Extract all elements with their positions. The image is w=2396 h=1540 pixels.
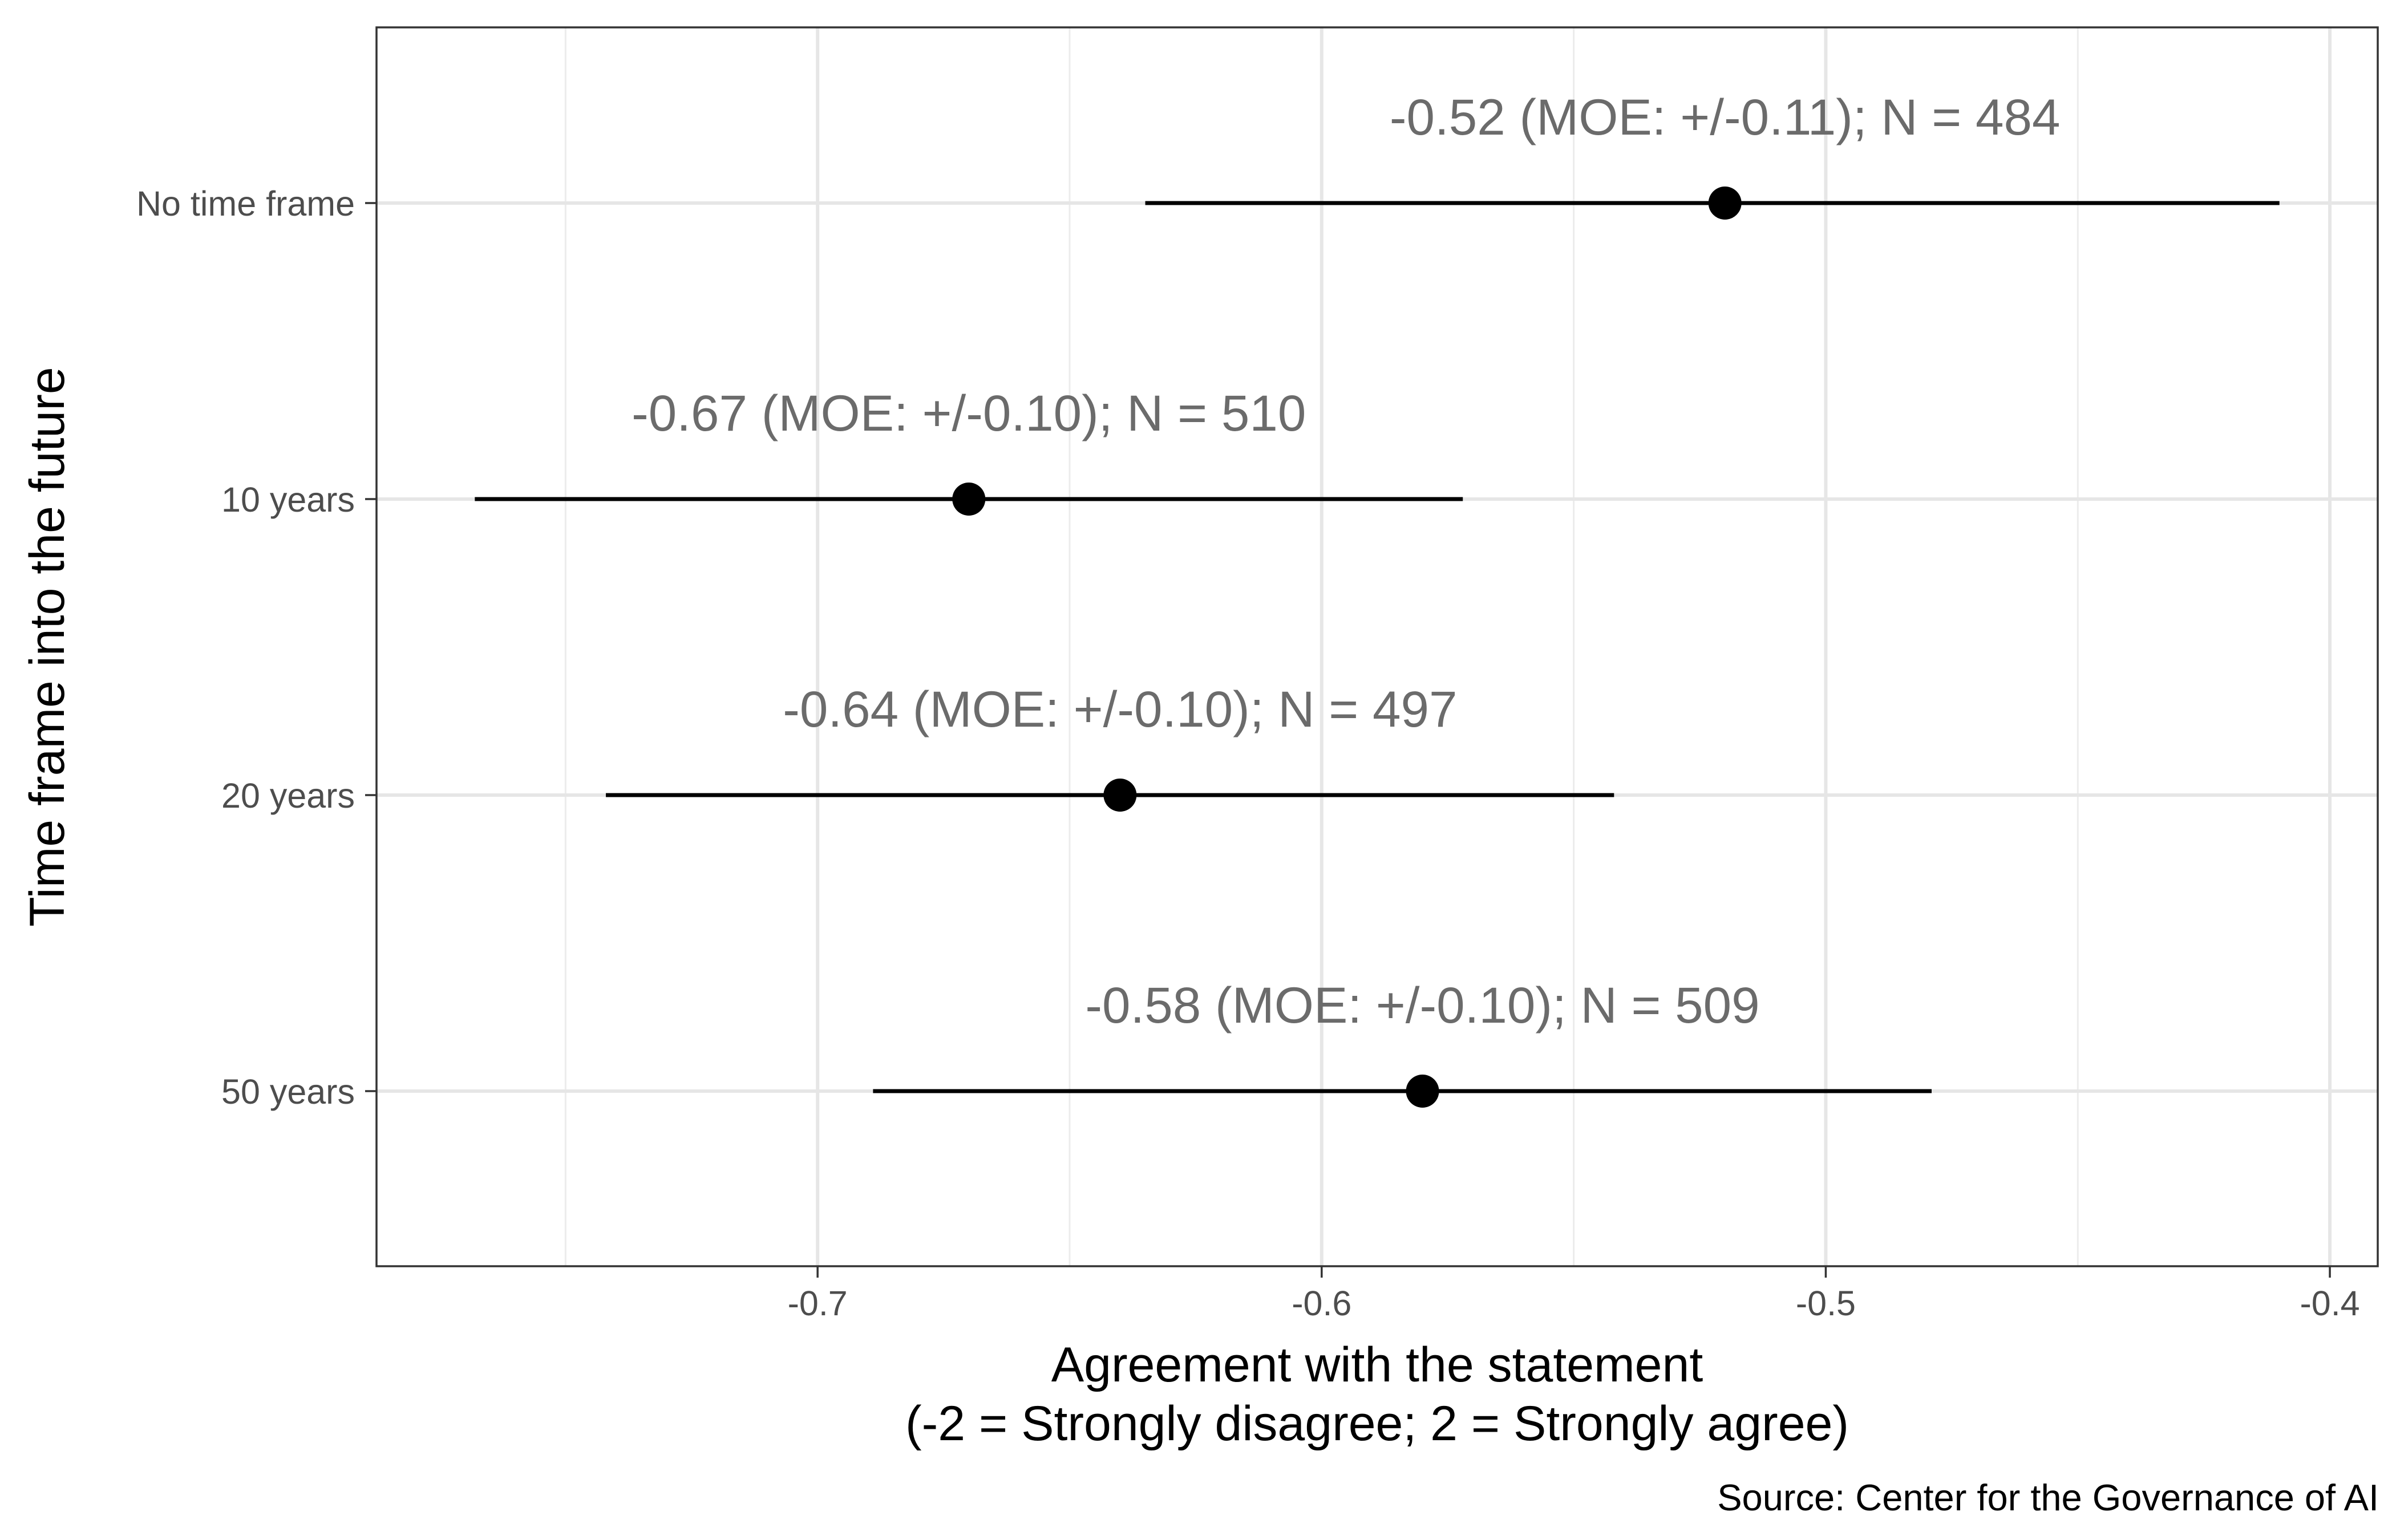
data-layer: -0.52 (MOE: +/-0.11); N = 484 -0.67 (MOE:… (475, 88, 2280, 1108)
y-tick-label: No time frame (136, 184, 355, 223)
source-caption: Source: Center for the Governance of AI (1717, 1477, 2379, 1518)
data-label: -0.52 (MOE: +/-0.11); N = 484 (1390, 88, 2061, 145)
data-point (1103, 779, 1137, 812)
panel-frame (375, 26, 2379, 1267)
y-tick-label: 20 years (221, 776, 355, 815)
x-axis-title-line2: (-2 = Strongly disagree; 2 = Strongly ag… (905, 1396, 1849, 1451)
data-label: -0.67 (MOE: +/-0.10); N = 510 (632, 384, 1306, 441)
y-axis-title: Time frame into the future (20, 367, 75, 926)
data-point (1708, 187, 1742, 220)
x-tick-label: -0.4 (2300, 1284, 2359, 1323)
y-tick-label: 50 years (221, 1072, 355, 1111)
axes: -0.7 -0.6 -0.5 -0.4 No time frame 10 years 20 … (136, 184, 2360, 1323)
x-tick-label: -0.6 (1292, 1284, 1351, 1323)
y-tick-label: 10 years (221, 480, 355, 519)
x-axis-title: Agreement with the statement (1051, 1338, 1703, 1392)
data-label: -0.58 (MOE: +/-0.10); N = 509 (1085, 976, 1759, 1034)
x-tick-label: -0.5 (1796, 1284, 1856, 1323)
data-point (1406, 1075, 1439, 1108)
x-tick-label: -0.7 (788, 1284, 848, 1323)
data-label: -0.64 (MOE: +/-0.10); N = 497 (783, 680, 1457, 737)
data-point (952, 483, 986, 516)
